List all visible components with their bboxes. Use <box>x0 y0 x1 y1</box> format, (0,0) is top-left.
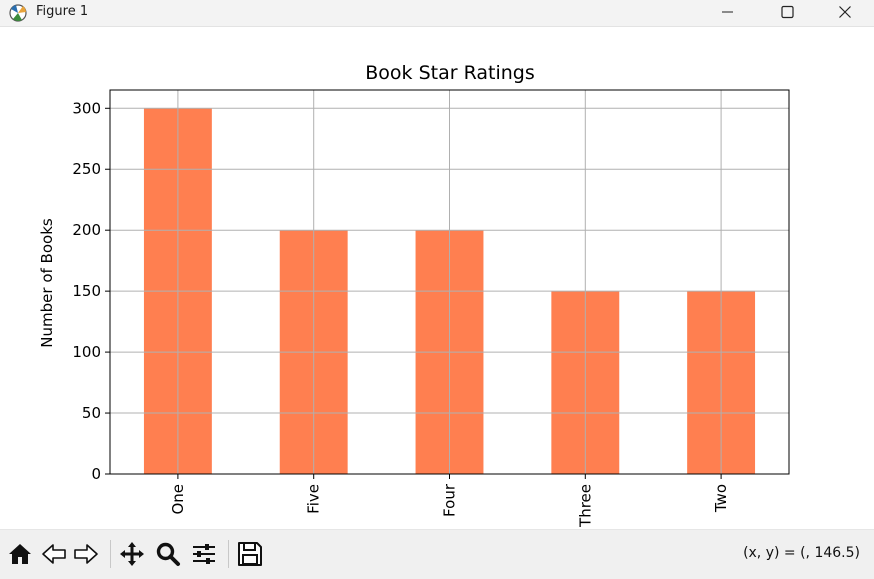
navigation-toolbar: (x, y) = (, 146.5) <box>0 529 874 579</box>
close-icon <box>839 6 851 18</box>
maximize-icon <box>781 5 794 19</box>
x-tick-label-one: One <box>169 484 187 515</box>
x-tick-label-three: Three <box>576 484 594 528</box>
window-title: Figure 1 <box>36 4 89 19</box>
save-icon <box>238 542 262 566</box>
toolbar-separator <box>228 540 229 568</box>
minimize-icon <box>722 11 733 13</box>
app-icon <box>9 4 27 22</box>
bar-chart: 0 50 100 150 200 250 300 One Five Four Three Two Bo… <box>38 62 790 528</box>
y-tick-label: 50 <box>82 404 101 422</box>
y-tick-label: 150 <box>72 282 101 300</box>
forward-button[interactable] <box>70 538 102 570</box>
axes-frame <box>109 89 790 475</box>
home-icon <box>9 544 31 564</box>
figure-canvas[interactable]: 0 50 100 150 200 250 300 One Five Four Three Two Bo… <box>0 27 874 529</box>
y-tick-label: 0 <box>91 465 101 483</box>
save-button[interactable] <box>234 538 266 570</box>
back-icon <box>42 544 66 564</box>
grid-layer <box>110 90 789 475</box>
axes-layer: 0 50 100 150 200 250 300 One Five Four Three Two <box>72 89 790 528</box>
toolbar-separator <box>110 540 111 568</box>
configure-subplots-button[interactable] <box>188 538 220 570</box>
x-tick-label-two: Two <box>712 484 730 513</box>
x-tick-label-four: Four <box>441 483 459 517</box>
y-tick-label: 200 <box>72 221 101 239</box>
chart-title: Book Star Ratings <box>365 62 535 84</box>
minimize-button[interactable] <box>704 0 750 26</box>
close-button[interactable] <box>822 0 868 26</box>
zoom-button[interactable] <box>152 538 184 570</box>
x-tick-label-five: Five <box>305 484 323 514</box>
y-tick-label: 250 <box>72 160 101 178</box>
cursor-coordinates: (x, y) = (, 146.5) <box>743 545 860 561</box>
y-axis-label: Number of Books <box>38 218 56 348</box>
forward-icon <box>74 544 98 564</box>
window-titlebar: Figure 1 <box>0 0 874 27</box>
y-tick-label: 100 <box>72 343 101 361</box>
pan-icon <box>120 542 144 566</box>
zoom-icon <box>156 542 180 566</box>
back-button[interactable] <box>38 538 70 570</box>
home-button[interactable] <box>4 538 36 570</box>
y-tick-label: 300 <box>72 99 101 117</box>
maximize-button[interactable] <box>764 0 810 26</box>
configure-icon <box>193 544 215 564</box>
pan-button[interactable] <box>116 538 148 570</box>
